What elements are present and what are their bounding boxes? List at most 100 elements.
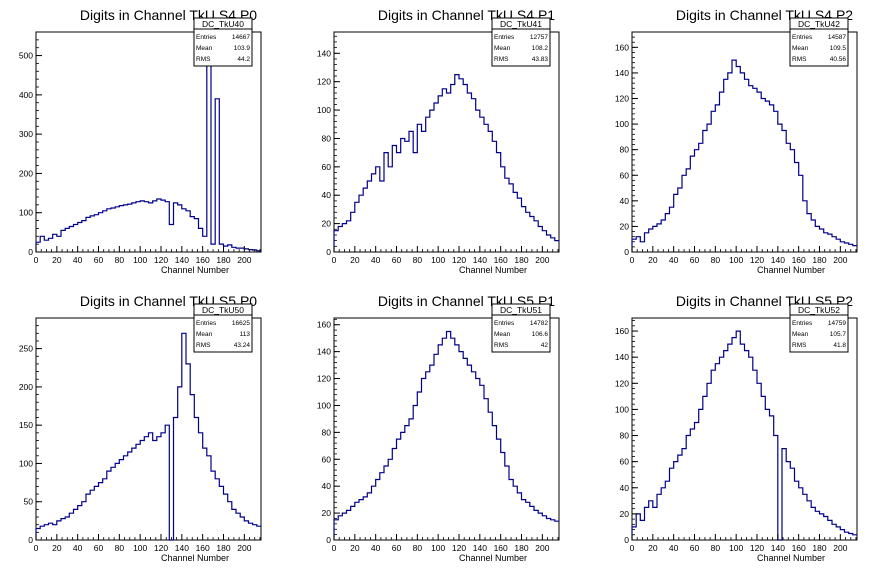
x-tick-label: 140 (473, 255, 487, 265)
x-tick-label: 160 (494, 543, 508, 553)
x-tick-label: 40 (371, 255, 381, 265)
x-tick-label: 20 (52, 255, 62, 265)
stats-value: 108.2 (532, 45, 549, 52)
y-tick-label: 120 (317, 374, 331, 384)
x-axis-label: Channel Number (459, 553, 527, 563)
y-tick-label: 20 (620, 509, 630, 519)
y-tick-label: 20 (620, 221, 630, 231)
histogram-series (333, 74, 559, 252)
stats-label: Entries (196, 34, 217, 41)
y-tick-label: 120 (615, 378, 629, 388)
stats-value: 41.8 (833, 342, 846, 349)
x-tick-label: 180 (216, 255, 230, 265)
y-tick-label: 100 (317, 105, 331, 115)
y-tick-label: 150 (19, 420, 33, 430)
x-tick-label: 0 (332, 255, 337, 265)
stats-name: DC_TkU50 (202, 305, 244, 315)
stats-value: 16625 (232, 320, 250, 327)
x-tick-label: 80 (711, 543, 721, 553)
x-tick-label: 140 (473, 543, 487, 553)
y-tick-label: 80 (620, 431, 630, 441)
x-axis-label: Channel Number (161, 553, 229, 563)
stats-label: Entries (196, 320, 217, 327)
stats-box-frame (193, 17, 253, 67)
histogram-series (35, 43, 261, 252)
y-tick-label: 140 (317, 48, 331, 58)
stats-value: 43.83 (532, 56, 549, 63)
x-tick-label: 60 (690, 255, 700, 265)
stats-box: DC_TkU41 Entries 12757 Mean 108.2 RMS 43.83 (491, 17, 551, 67)
x-tick-label: 180 (514, 543, 528, 553)
x-tick-label: 80 (413, 543, 423, 553)
stats-label: Mean (494, 331, 511, 338)
y-tick-label: 160 (615, 42, 629, 52)
x-tick-label: 100 (431, 255, 445, 265)
y-tick-label: 400 (19, 90, 33, 100)
y-tick-label: 80 (620, 145, 630, 155)
x-tick-label: 0 (630, 543, 635, 553)
histogram-panel-4: Digits in Channel TkU S5 P10 20 40 60 80 100 1… (317, 293, 560, 563)
y-tick-label: 250 (19, 344, 33, 354)
x-tick-label: 200 (535, 255, 549, 265)
stats-name: DC_TkU41 (500, 19, 542, 29)
y-tick-label: 60 (620, 457, 630, 467)
plot-frame (333, 31, 560, 253)
stats-label: Entries (792, 34, 813, 41)
x-tick-label: 160 (196, 255, 210, 265)
y-tick-label: 60 (322, 454, 332, 464)
x-axis-label: Channel Number (757, 553, 825, 563)
histogram-series (35, 332, 261, 541)
y-tick-label: 0 (28, 535, 33, 545)
x-axis-label: Channel Number (459, 265, 527, 275)
x-tick-label: 100 (729, 255, 743, 265)
histogram-panel-2: Digits in Channel TkU S4 P20 20 40 60 80 100 1… (615, 7, 858, 275)
x-tick-label: 80 (711, 255, 721, 265)
x-tick-label: 60 (94, 543, 104, 553)
stats-label: Mean (196, 331, 213, 338)
stats-label: RMS (792, 56, 807, 63)
x-tick-label: 180 (216, 543, 230, 553)
y-tick-label: 20 (322, 219, 332, 229)
x-tick-label: 140 (771, 543, 785, 553)
x-tick-label: 100 (729, 543, 743, 553)
stats-name: DC_TkU51 (500, 305, 542, 315)
y-tick-label: 100 (19, 208, 33, 218)
x-tick-label: 160 (792, 255, 806, 265)
stats-box: DC_TkU51 Entries 14782 Mean 106.6 RMS 42 (491, 303, 551, 353)
y-tick-label: 120 (615, 94, 629, 104)
x-tick-label: 160 (494, 255, 508, 265)
y-tick-label: 0 (326, 247, 331, 257)
x-tick-label: 40 (669, 543, 679, 553)
x-tick-label: 0 (332, 543, 337, 553)
y-tick-label: 60 (620, 170, 630, 180)
plot-frame (631, 317, 858, 541)
y-tick-label: 40 (620, 196, 630, 206)
y-tick-label: 100 (19, 458, 33, 468)
stats-box-frame (491, 303, 551, 353)
x-tick-label: 40 (669, 255, 679, 265)
x-tick-label: 40 (73, 255, 83, 265)
x-tick-label: 60 (392, 543, 402, 553)
x-tick-label: 160 (196, 543, 210, 553)
stats-label: Mean (494, 45, 511, 52)
x-tick-label: 20 (52, 543, 62, 553)
x-tick-label: 0 (34, 543, 39, 553)
plot-frame (631, 31, 858, 253)
stats-value: 103.9 (234, 45, 251, 52)
stats-name: DC_TkU40 (202, 19, 244, 29)
x-tick-label: 120 (750, 543, 764, 553)
stats-value: 14587 (828, 34, 846, 41)
y-tick-label: 60 (322, 162, 332, 172)
y-tick-label: 40 (322, 481, 332, 491)
stats-label: Entries (792, 320, 813, 327)
y-tick-label: 0 (326, 535, 331, 545)
y-tick-label: 140 (317, 347, 331, 357)
stats-value: 43.24 (234, 342, 251, 349)
x-tick-label: 20 (648, 543, 658, 553)
stats-box-frame (193, 303, 253, 353)
x-tick-label: 200 (833, 255, 847, 265)
stats-value: 40.56 (830, 56, 847, 63)
y-tick-label: 200 (19, 168, 33, 178)
x-tick-label: 80 (115, 543, 125, 553)
